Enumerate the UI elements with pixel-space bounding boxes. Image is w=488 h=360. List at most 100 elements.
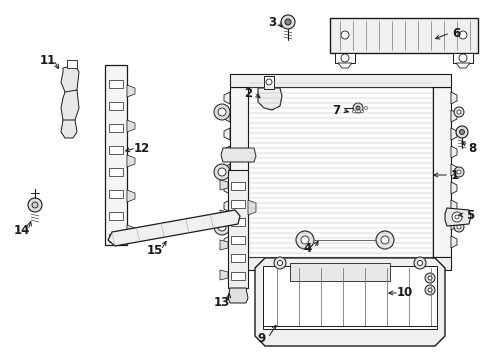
Polygon shape	[450, 110, 456, 122]
Circle shape	[218, 108, 225, 116]
Polygon shape	[254, 258, 444, 346]
Bar	[230, 254, 244, 262]
Polygon shape	[220, 270, 227, 280]
Circle shape	[427, 276, 431, 280]
Circle shape	[265, 79, 271, 85]
Circle shape	[455, 126, 467, 138]
Bar	[229, 87, 247, 257]
Bar	[109, 234, 123, 242]
Circle shape	[214, 219, 229, 235]
Bar	[230, 218, 244, 226]
Text: 6: 6	[451, 27, 459, 40]
Circle shape	[295, 231, 313, 249]
Polygon shape	[221, 148, 256, 162]
Circle shape	[451, 212, 461, 222]
Bar	[334, 53, 354, 63]
Bar	[329, 18, 477, 53]
Bar	[109, 124, 123, 132]
Circle shape	[427, 288, 431, 292]
Circle shape	[364, 107, 367, 109]
Bar	[289, 263, 389, 281]
Polygon shape	[108, 210, 240, 246]
Polygon shape	[224, 110, 229, 122]
Bar	[230, 182, 244, 190]
Bar	[230, 272, 244, 280]
Polygon shape	[127, 155, 135, 167]
Circle shape	[32, 202, 38, 208]
Circle shape	[277, 261, 282, 266]
Text: 3: 3	[267, 15, 276, 28]
Polygon shape	[444, 208, 470, 226]
Polygon shape	[450, 182, 456, 194]
Polygon shape	[127, 190, 135, 202]
Bar	[263, 266, 436, 329]
Bar	[230, 200, 244, 208]
Bar	[109, 190, 123, 198]
Polygon shape	[258, 88, 282, 110]
Circle shape	[214, 164, 229, 180]
Circle shape	[424, 285, 434, 295]
Text: 10: 10	[396, 287, 412, 300]
Text: 15: 15	[146, 243, 163, 256]
Polygon shape	[220, 240, 227, 250]
Polygon shape	[450, 146, 456, 158]
Text: 11: 11	[40, 54, 56, 67]
Polygon shape	[67, 60, 77, 68]
Text: 5: 5	[465, 208, 473, 221]
Text: 7: 7	[331, 104, 339, 117]
Circle shape	[352, 103, 362, 113]
Polygon shape	[127, 85, 135, 97]
Circle shape	[458, 31, 466, 39]
Circle shape	[454, 215, 458, 219]
Bar	[109, 168, 123, 176]
Bar	[105, 65, 127, 245]
Circle shape	[340, 31, 348, 39]
Bar	[229, 74, 450, 87]
Bar	[109, 212, 123, 220]
Circle shape	[218, 168, 225, 176]
Polygon shape	[450, 236, 456, 248]
Circle shape	[380, 236, 388, 244]
Bar	[248, 83, 431, 261]
Bar	[109, 146, 123, 154]
Polygon shape	[247, 200, 256, 215]
Polygon shape	[127, 120, 135, 132]
Circle shape	[456, 225, 460, 229]
Polygon shape	[224, 164, 229, 176]
Polygon shape	[455, 63, 469, 68]
Circle shape	[453, 167, 463, 177]
Polygon shape	[227, 288, 247, 303]
Bar	[247, 82, 432, 262]
Polygon shape	[61, 90, 79, 125]
Circle shape	[424, 273, 434, 283]
Text: 9: 9	[257, 332, 265, 345]
Text: 12: 12	[134, 141, 150, 154]
Circle shape	[360, 110, 363, 113]
Circle shape	[214, 104, 229, 120]
Polygon shape	[224, 218, 229, 230]
Circle shape	[273, 257, 285, 269]
Circle shape	[453, 107, 463, 117]
Circle shape	[459, 130, 464, 135]
Polygon shape	[61, 120, 77, 138]
Polygon shape	[224, 146, 229, 158]
Polygon shape	[450, 164, 456, 176]
Circle shape	[281, 15, 294, 29]
Polygon shape	[450, 92, 456, 104]
Circle shape	[352, 110, 355, 113]
Circle shape	[28, 198, 42, 212]
Bar	[227, 170, 247, 288]
Text: 1: 1	[450, 168, 458, 181]
Polygon shape	[224, 128, 229, 140]
Polygon shape	[224, 182, 229, 194]
Text: 13: 13	[213, 296, 230, 309]
Circle shape	[413, 257, 425, 269]
Bar	[109, 102, 123, 110]
Bar	[229, 257, 450, 270]
Polygon shape	[450, 128, 456, 140]
Circle shape	[301, 236, 308, 244]
Polygon shape	[220, 210, 227, 220]
Circle shape	[456, 170, 460, 174]
Bar	[264, 76, 273, 89]
Circle shape	[355, 106, 359, 110]
